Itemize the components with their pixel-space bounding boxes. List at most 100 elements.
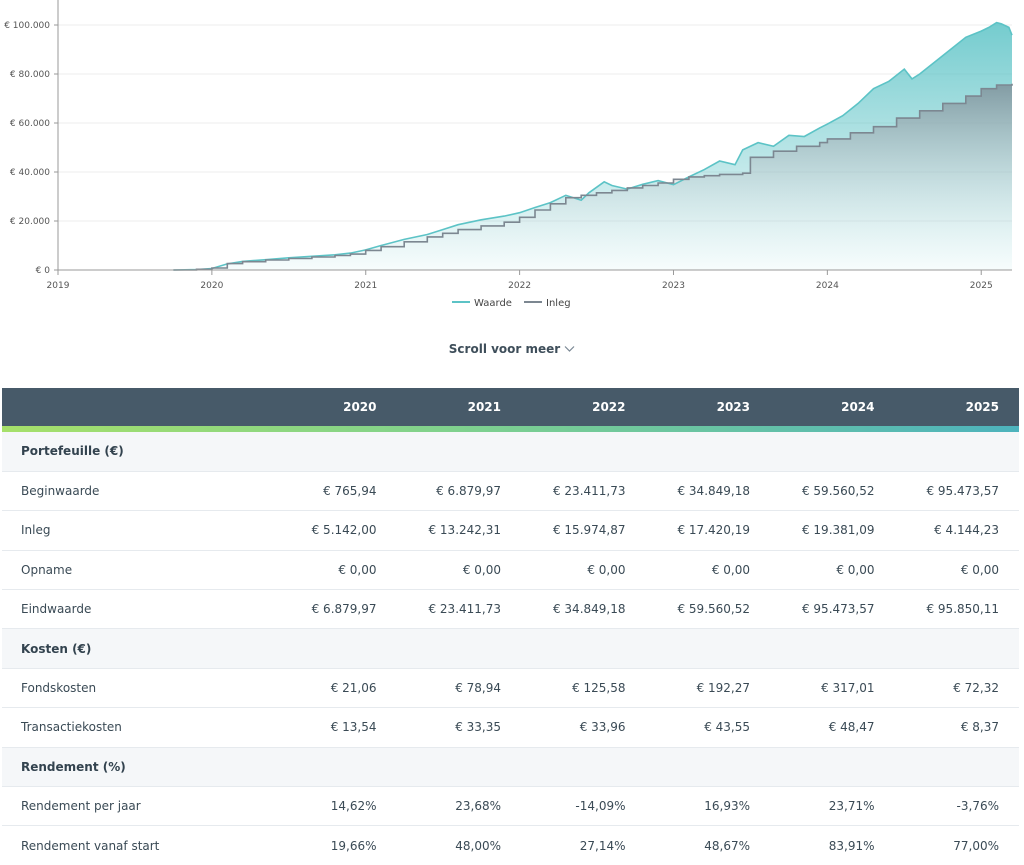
x-tick-label: 2021 bbox=[354, 281, 377, 291]
table-row: Inleg € 5.142,00 € 13.242,31 € 15.974,87 € 1… bbox=[2, 510, 1019, 551]
table-cell: € 0,00 bbox=[645, 550, 770, 591]
table-cell: 27,14% bbox=[521, 825, 646, 865]
x-tick-label: 2023 bbox=[662, 281, 685, 291]
table-cell: 83,91% bbox=[770, 825, 895, 865]
table-cell: 14,62% bbox=[272, 786, 397, 827]
table-cell: -14,09% bbox=[521, 786, 646, 827]
row-label: Transactiekosten bbox=[2, 707, 272, 748]
table-cell: 23,68% bbox=[396, 786, 521, 827]
header-year: 2025 bbox=[894, 388, 1019, 426]
chevron-down-icon bbox=[564, 342, 575, 356]
table-cell: 16,93% bbox=[645, 786, 770, 827]
section-row: Portefeuille (€) bbox=[2, 432, 1019, 472]
header-accent-bar bbox=[2, 426, 1019, 432]
table-cell: € 95.850,11 bbox=[894, 589, 1019, 630]
row-label: Beginwaarde bbox=[2, 471, 272, 512]
table-cell: € 23.411,73 bbox=[396, 589, 521, 630]
table-cell: € 13.242,31 bbox=[396, 510, 521, 551]
table-cell: € 48,47 bbox=[770, 707, 895, 748]
inleg-area bbox=[173, 83, 1012, 270]
table-cell: € 78,94 bbox=[396, 668, 521, 709]
table-cell: € 0,00 bbox=[894, 550, 1019, 591]
y-tick-label: € 80.000 bbox=[10, 70, 50, 80]
table-cell: -3,76% bbox=[894, 786, 1019, 827]
table-row: Rendement vanaf start 19,66% 48,00% 27,14% 4… bbox=[2, 825, 1019, 865]
y-tick-label: € 40.000 bbox=[10, 168, 50, 178]
table-cell: € 95.473,57 bbox=[894, 471, 1019, 512]
table-cell: € 317,01 bbox=[770, 668, 895, 709]
x-tick-label: 2020 bbox=[200, 281, 223, 291]
table-cell: € 6.879,97 bbox=[396, 471, 521, 512]
table-cell: € 19.381,09 bbox=[770, 510, 895, 551]
table-cell: € 33,35 bbox=[396, 707, 521, 748]
table-cell: € 0,00 bbox=[770, 550, 895, 591]
table-cell: € 21,06 bbox=[272, 668, 397, 709]
section-title: Rendement (%) bbox=[2, 747, 1019, 788]
portfolio-table: 2020 2021 2022 2023 2024 2025 Portefeuil… bbox=[2, 388, 1019, 865]
table-cell: € 8,37 bbox=[894, 707, 1019, 748]
table-cell: € 34.849,18 bbox=[521, 589, 646, 630]
table-cell: € 59.560,52 bbox=[645, 589, 770, 630]
table-row: Fondskosten € 21,06 € 78,94 € 125,58 € 192,2… bbox=[2, 668, 1019, 709]
chart-legend: Waarde Inleg bbox=[452, 298, 571, 309]
waarde-line bbox=[173, 21, 1013, 271]
table-cell: 77,00% bbox=[894, 825, 1019, 865]
table-cell: € 4.144,23 bbox=[894, 510, 1019, 551]
table-row: Opname € 0,00 € 0,00 € 0,00 € 0,00 € 0,00 € 0,… bbox=[2, 550, 1019, 591]
table-cell: € 0,00 bbox=[521, 550, 646, 591]
table-row: Rendement per jaar 14,62% 23,68% -14,09% 16,… bbox=[2, 786, 1019, 827]
y-tick-label: € 100.000 bbox=[4, 21, 50, 31]
table-cell: 19,66% bbox=[272, 825, 397, 865]
inleg-line bbox=[173, 83, 1013, 271]
legend-label-waarde: Waarde bbox=[474, 298, 512, 309]
section-title: Kosten (€) bbox=[2, 628, 1019, 669]
row-label: Eindwaarde bbox=[2, 589, 272, 630]
table-cell: € 6.879,97 bbox=[272, 589, 397, 630]
table-cell: € 192,27 bbox=[645, 668, 770, 709]
section-row: Kosten (€) bbox=[2, 628, 1019, 669]
row-label: Rendement per jaar bbox=[2, 786, 272, 827]
table-cell: € 5.142,00 bbox=[272, 510, 397, 551]
table-row: Transactiekosten € 13,54 € 33,35 € 33,96 € 4… bbox=[2, 707, 1019, 748]
y-tick-label: € 60.000 bbox=[10, 119, 50, 129]
table-cell: € 72,32 bbox=[894, 668, 1019, 709]
table-header-row: 2020 2021 2022 2023 2024 2025 bbox=[2, 388, 1019, 426]
table-cell: € 43,55 bbox=[645, 707, 770, 748]
header-year: 2020 bbox=[272, 388, 397, 426]
row-label: Inleg bbox=[2, 510, 272, 551]
legend-label-inleg: Inleg bbox=[546, 298, 571, 309]
y-tick-label: € 20.000 bbox=[10, 217, 50, 227]
table-cell: 48,67% bbox=[645, 825, 770, 865]
x-tick-label: 2025 bbox=[970, 281, 993, 291]
table-cell: € 765,94 bbox=[272, 471, 397, 512]
table-cell: € 0,00 bbox=[396, 550, 521, 591]
table-cell: 23,71% bbox=[770, 786, 895, 827]
table-cell: € 23.411,73 bbox=[521, 471, 646, 512]
table-cell: € 59.560,52 bbox=[770, 471, 895, 512]
table-cell: € 17.420,19 bbox=[645, 510, 770, 551]
table-cell: 48,00% bbox=[396, 825, 521, 865]
header-year: 2022 bbox=[521, 388, 646, 426]
header-year: 2024 bbox=[770, 388, 895, 426]
table-cell: € 33,96 bbox=[521, 707, 646, 748]
row-label: Opname bbox=[2, 550, 272, 591]
table-cell: € 0,00 bbox=[272, 550, 397, 591]
table-cell: € 13,54 bbox=[272, 707, 397, 748]
row-label: Fondskosten bbox=[2, 668, 272, 709]
x-tick-label: 2019 bbox=[47, 281, 70, 291]
table-row: Beginwaarde € 765,94 € 6.879,97 € 23.411,73… bbox=[2, 471, 1019, 512]
x-tick-label: 2022 bbox=[508, 281, 531, 291]
section-row: Rendement (%) bbox=[2, 747, 1019, 788]
header-year: 2021 bbox=[396, 388, 521, 426]
table-row: Eindwaarde € 6.879,97 € 23.411,73 € 34.849,… bbox=[2, 589, 1019, 630]
row-label: Rendement vanaf start bbox=[2, 825, 272, 865]
section-title: Portefeuille (€) bbox=[2, 432, 1019, 472]
header-label-col bbox=[2, 388, 272, 426]
x-tick-label: 2024 bbox=[816, 281, 839, 291]
header-year: 2023 bbox=[645, 388, 770, 426]
scroll-more-button[interactable]: Scroll voor meer bbox=[0, 342, 1024, 356]
portfolio-chart: € 100.000 € 80.000 € 60.000 € 40.000 € 20.00… bbox=[4, 0, 1013, 309]
portfolio-table-card: 2020 2021 2022 2023 2024 2025 Portefeuil… bbox=[2, 388, 1019, 865]
y-tick-label: € 0 bbox=[36, 266, 51, 276]
table-cell: € 15.974,87 bbox=[521, 510, 646, 551]
